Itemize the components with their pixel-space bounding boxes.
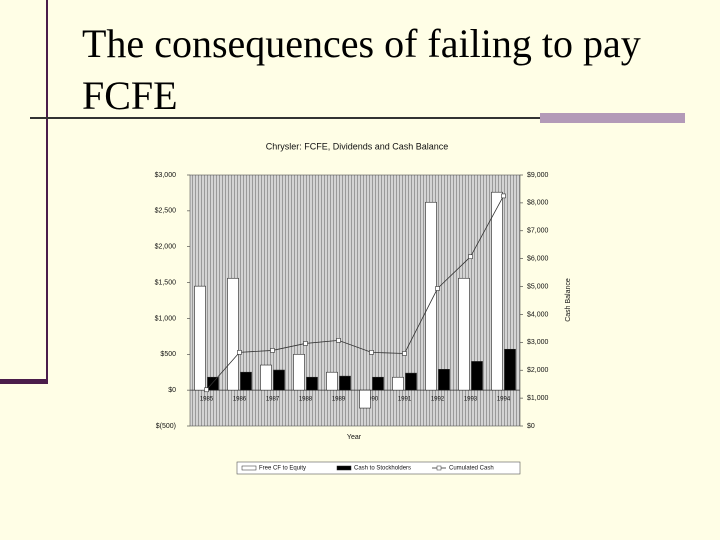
- line-marker: [270, 348, 275, 353]
- bar: [207, 376, 219, 391]
- x-tick-label: 1988: [299, 397, 313, 403]
- bar: [194, 285, 206, 391]
- y2-tick-label: $7,000: [527, 228, 549, 235]
- bar: [392, 376, 404, 391]
- legend-label: Cumulated Cash: [449, 466, 494, 472]
- bar: [491, 191, 503, 391]
- y2-tick-label: $6,000: [527, 256, 549, 263]
- y-tick-label: $3,000: [155, 172, 177, 179]
- plot-border: [189, 174, 521, 427]
- y-tick-label: $2,000: [155, 244, 177, 251]
- y2-tick-label: $4,000: [527, 311, 549, 318]
- bar: [227, 277, 239, 391]
- line-marker: [435, 286, 440, 291]
- bar: [240, 371, 252, 391]
- x-tick-label: 1990: [365, 397, 379, 403]
- line-marker: [402, 351, 407, 356]
- y2-tick-label: $8,000: [527, 200, 549, 207]
- bar: [359, 389, 371, 409]
- legend-swatch: [241, 465, 257, 471]
- x-tick-label: 1987: [266, 397, 280, 403]
- bar: [326, 371, 338, 391]
- x-tick-label: 1985: [200, 397, 214, 403]
- y-tick-label: $1,000: [155, 315, 177, 322]
- y2-tick-label: $1,000: [527, 395, 549, 402]
- line-marker: [501, 193, 506, 199]
- bar: [306, 376, 318, 391]
- decor-bar: [0, 379, 48, 384]
- decor-bar: [540, 113, 685, 123]
- x-tick-label: 1993: [464, 397, 478, 403]
- y2-axis-label: Cash Balance: [565, 278, 572, 322]
- line-marker: [369, 350, 374, 355]
- line-marker: [336, 338, 341, 343]
- line-marker: [204, 387, 209, 393]
- line-marker: [468, 254, 473, 260]
- y-tick-label: $1,500: [155, 279, 177, 286]
- x-tick-label: 1992: [431, 397, 445, 403]
- y-tick-label: $2,500: [155, 208, 177, 215]
- legend-label: Cash to Stockholders: [354, 466, 411, 472]
- bar: [504, 348, 516, 391]
- legend: [236, 461, 521, 475]
- y-tick-label: $500: [160, 351, 176, 358]
- bar: [438, 369, 450, 391]
- chart-title: Chrysler: FCFE, Dividends and Cash Balan…: [266, 141, 449, 151]
- x-tick-label: 1991: [398, 397, 412, 403]
- x-tick-label: 1994: [497, 397, 511, 403]
- bar: [293, 353, 305, 391]
- bar: [273, 369, 285, 391]
- bar: [260, 364, 272, 391]
- bar: [339, 375, 351, 391]
- slide-title: The consequences of failing to pay FCFE: [82, 21, 641, 118]
- legend-swatch: [436, 465, 442, 471]
- y-tick-label: $0: [168, 387, 176, 394]
- bar: [405, 372, 417, 391]
- line-marker: [237, 350, 242, 355]
- plot-area: [190, 175, 520, 426]
- bar: [458, 277, 470, 391]
- line-marker: [303, 341, 308, 346]
- x-tick-label: 1989: [332, 397, 346, 403]
- line: [206, 195, 504, 391]
- legend-swatch: [336, 465, 352, 471]
- y-tick-label: $(500): [156, 423, 176, 430]
- bar: [372, 376, 384, 391]
- bar: [471, 361, 483, 391]
- legend-label: Free CF to Equity: [259, 466, 306, 472]
- y2-tick-label: $2,000: [527, 367, 549, 374]
- y2-tick-label: $3,000: [527, 339, 549, 346]
- x-tick-label: 1986: [233, 397, 247, 403]
- bar: [425, 201, 437, 391]
- y2-tick-label: $0: [527, 423, 535, 430]
- y2-tick-label: $9,000: [527, 172, 549, 179]
- x-axis-label: Year: [347, 434, 362, 441]
- y2-tick-label: $5,000: [527, 283, 549, 290]
